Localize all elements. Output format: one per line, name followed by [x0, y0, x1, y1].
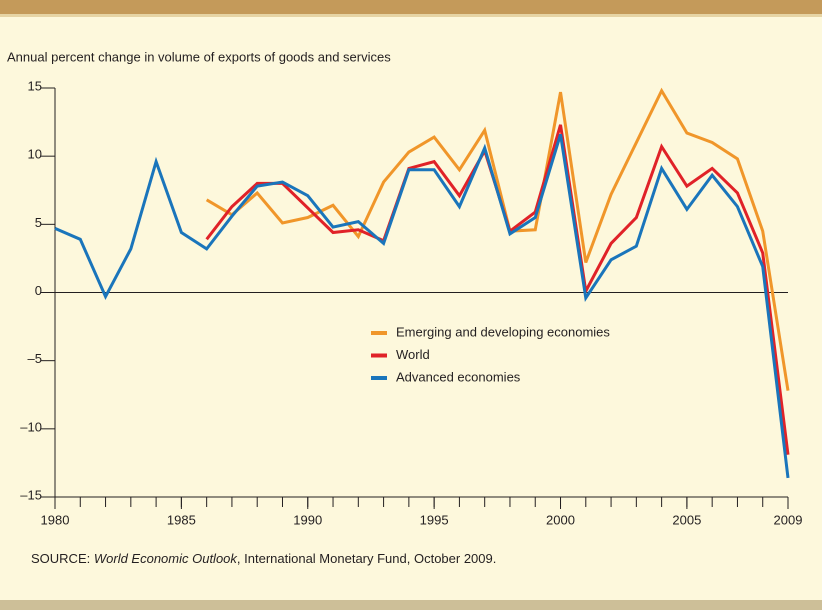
top-band	[0, 0, 822, 14]
x-tick-label: 2005	[672, 512, 701, 527]
x-tick-label: 2009	[774, 512, 803, 527]
series-line	[205, 124, 790, 455]
y-tick-label: 15	[28, 78, 42, 93]
chart-subtitle: Annual percent change in volume of expor…	[7, 49, 391, 64]
series-line	[205, 87, 790, 391]
x-tick-label: 1980	[41, 512, 70, 527]
source-rest: , International Monetary Fund, October 2…	[237, 551, 496, 566]
legend-label: Emerging and developing economies	[396, 324, 610, 339]
top-band-edge	[0, 14, 822, 17]
legend-label: World	[396, 347, 430, 362]
x-tick-label: 1990	[293, 512, 322, 527]
y-tick-label: 5	[35, 215, 42, 230]
x-tick-label: 1995	[420, 512, 449, 527]
series-line	[54, 133, 790, 479]
x-tick-label: 1985	[167, 512, 196, 527]
x-tick-label: 2000	[546, 512, 575, 527]
legend-label: Advanced economies	[396, 369, 521, 384]
y-tick-label: 10	[28, 147, 42, 162]
bottom-band	[0, 600, 822, 610]
y-tick-label: 0	[35, 283, 42, 298]
source-note: SOURCE: World Economic Outlook, Internat…	[31, 551, 496, 566]
source-title: World Economic Outlook	[94, 551, 239, 566]
y-tick-label: –10	[20, 419, 42, 434]
y-tick-label: –15	[20, 487, 42, 502]
source-label: SOURCE:	[31, 551, 90, 566]
y-tick-label: –5	[28, 351, 42, 366]
